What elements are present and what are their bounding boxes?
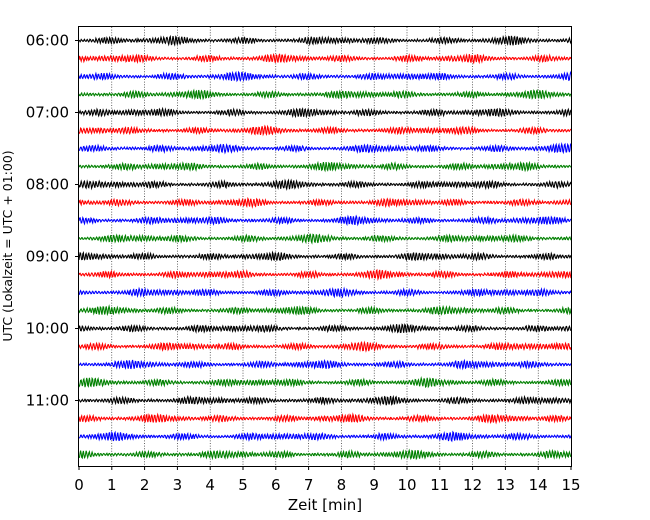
x-tick-label: 0	[74, 476, 84, 494]
trace-0600	[78, 34, 572, 47]
trace-1030	[78, 358, 572, 371]
trace-1115	[78, 412, 572, 425]
x-tick-label: 4	[205, 476, 215, 494]
x-tick-label: 6	[271, 476, 281, 494]
x-tick-label: 7	[304, 476, 314, 494]
y-tick-label: 10:00	[26, 320, 69, 338]
trace-1145	[78, 448, 572, 461]
trace-0730	[78, 141, 572, 155]
x-tick-label: 13	[496, 476, 515, 494]
trace-0715	[78, 124, 572, 137]
y-axis-label: UTC (Lokalzeit = UTC + 01:00)	[0, 150, 15, 341]
trace-0645	[78, 88, 572, 101]
trace-1045	[78, 375, 572, 389]
grid-lines	[111, 27, 539, 466]
x-axis-ticks: 0 1 2 3 4 5 6 7 8 9 10 11 12 13 14 15	[74, 466, 581, 494]
seismic-traces	[78, 34, 572, 461]
x-tick-label: 12	[463, 476, 482, 494]
trace-0630	[78, 70, 572, 83]
trace-0815	[78, 196, 572, 209]
x-tick-label: 15	[561, 476, 580, 494]
trace-0900	[78, 250, 572, 262]
trace-1130	[78, 430, 572, 443]
y-tick-label: 08:00	[26, 176, 69, 194]
x-tick-label: 2	[140, 476, 150, 494]
trace-0800	[78, 178, 572, 191]
x-tick-label: 1	[107, 476, 117, 494]
trace-1000	[78, 323, 572, 334]
x-tick-label: 9	[369, 476, 379, 494]
x-tick-label: 11	[430, 476, 449, 494]
trace-0700	[78, 106, 572, 119]
trace-0745	[78, 160, 572, 173]
x-tick-label: 3	[173, 476, 183, 494]
trace-1100	[78, 394, 572, 407]
trace-1015	[78, 340, 572, 353]
y-tick-label: 07:00	[26, 104, 69, 122]
plot-frame	[78, 26, 572, 467]
trace-0845	[78, 233, 572, 245]
y-tick-label: 06:00	[26, 32, 69, 50]
x-tick-label: 5	[238, 476, 248, 494]
trace-0945	[78, 304, 572, 317]
y-tick-label: 09:00	[26, 248, 69, 266]
x-tick-label: 8	[337, 476, 347, 494]
y-tick-label: 11:00	[26, 392, 69, 410]
trace-0615	[78, 52, 572, 65]
y-axis-ticks: 06:00 07:00 08:00 09:00 10:00 11:00	[26, 32, 79, 410]
x-axis-label: Zeit [min]	[288, 496, 362, 514]
x-tick-label: 10	[397, 476, 416, 494]
trace-0930	[78, 286, 572, 299]
trace-0830	[78, 214, 572, 227]
trace-0915	[78, 268, 572, 282]
x-tick-label: 14	[529, 476, 548, 494]
